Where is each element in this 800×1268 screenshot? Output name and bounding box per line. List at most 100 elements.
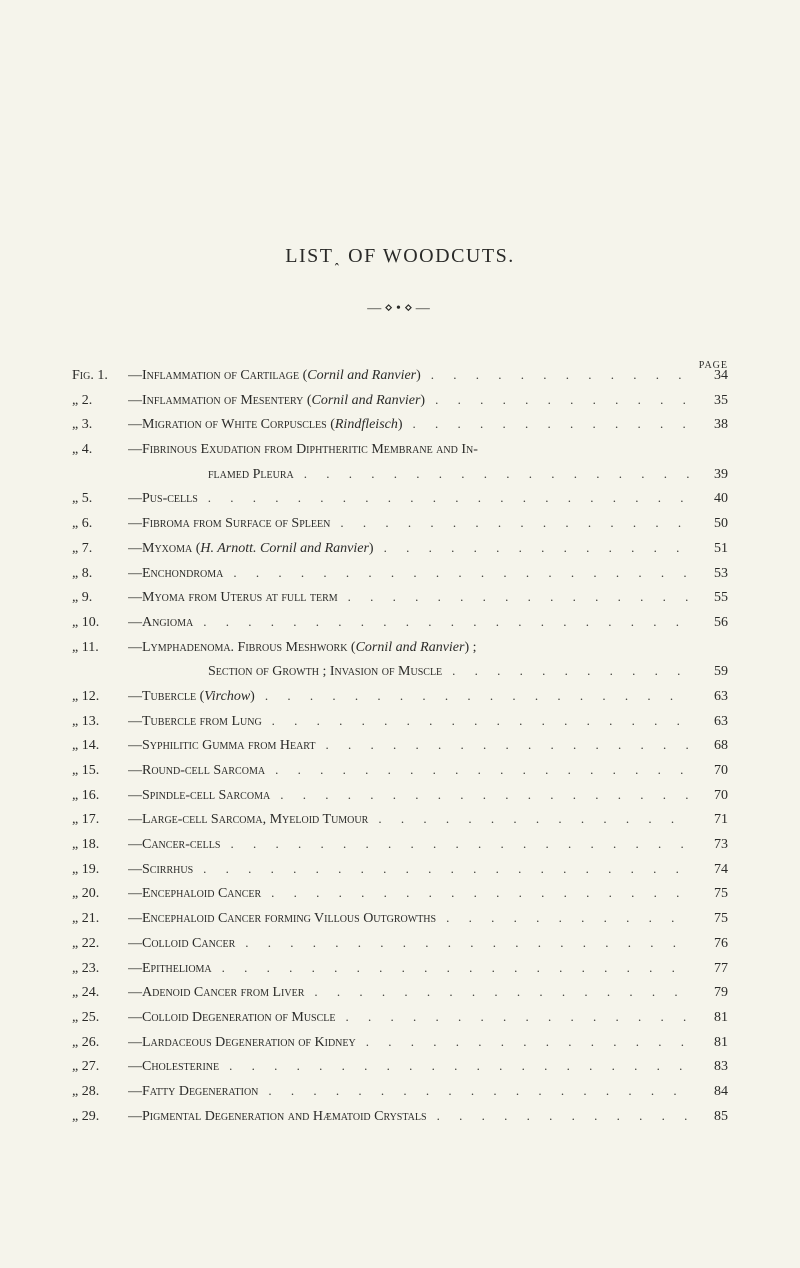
entry-page: 83: [692, 1056, 728, 1078]
entry-text: —Inflammation of Cartilage (: [128, 365, 307, 387]
entry-page: 38: [692, 414, 728, 436]
entry-page: 63: [692, 686, 728, 708]
entry-page: 71: [692, 809, 728, 831]
entry-text: —Adenoid Cancer from Liver: [128, 982, 304, 1004]
entry-page: 39: [692, 464, 728, 486]
entry-italic: Rindfleisch: [335, 414, 398, 436]
entry-text-column: —Cholesterine. . . . . . . . . . . . . .…: [128, 1056, 692, 1078]
page-column-header: PAGE: [699, 360, 728, 371]
entry-after: ) ;: [464, 637, 476, 659]
list-entry: „ 13.—Tubercle from Lung. . . . . . . . …: [72, 711, 728, 733]
list-entry: Fig. 1.—Inflammation of Cartilage (Corni…: [72, 365, 728, 387]
entry-italic: Cornil and Ranvier: [312, 390, 421, 412]
list-entry: „ 27.—Cholesterine. . . . . . . . . . . …: [72, 1056, 728, 1078]
entry-text-column: —Encephaloid Cancer. . . . . . . . . . .…: [128, 883, 692, 905]
list-entry: „ 25.—Colloid Degeneration of Muscle. . …: [72, 1007, 728, 1029]
entry-page: 63: [692, 711, 728, 733]
entry-text-column: —Scirrhus. . . . . . . . . . . . . . . .…: [128, 859, 692, 881]
entry-text-column: —Fibrinous Exudation from Diphtheritic M…: [128, 439, 692, 461]
entry-text: —Fatty Degeneration: [128, 1081, 258, 1103]
entry-label: „ 2.: [72, 390, 128, 412]
entry-text-column: flamed Pleura. . . . . . . . . . . . . .…: [128, 464, 692, 486]
entry-page: 75: [692, 883, 728, 905]
leader-dots: . . . . . . . . . . . . . . . . . . . . …: [442, 661, 692, 681]
leader-dots: . . . . . . . . . . . . . . . . . . . . …: [315, 735, 692, 755]
entry-text: —Angioma: [128, 612, 193, 634]
list-entry: „ 6.—Fibroma from Surface of Spleen. . .…: [72, 513, 728, 535]
list-entry: „ 19.—Scirrhus. . . . . . . . . . . . . …: [72, 859, 728, 881]
leader-dots: . . . . . . . . . . . . . . . . . . . . …: [374, 538, 692, 558]
entry-text: —Encephaloid Cancer: [128, 883, 261, 905]
entry-label: „ 24.: [72, 982, 128, 1004]
entry-page: 81: [692, 1032, 728, 1054]
entry-page: 70: [692, 785, 728, 807]
entry-text-column: —Myxoma (H. Arnott. Cornil and Ranvier).…: [128, 538, 692, 560]
entry-text: —Myxoma (: [128, 538, 200, 560]
entry-label: „ 11.: [72, 637, 128, 659]
list-entry: „ 29.—Pigmental Degeneration and Hæmatoi…: [72, 1106, 728, 1128]
entry-label: „ 5.: [72, 488, 128, 510]
entry-text-column: —Adenoid Cancer from Liver. . . . . . . …: [128, 982, 692, 1004]
entry-page: 77: [692, 958, 728, 980]
entry-page: 35: [692, 390, 728, 412]
entry-italic: H. Arnott. Cornil and Ranvier: [200, 538, 369, 560]
entry-text-column: —Encephaloid Cancer forming Villous Outg…: [128, 908, 692, 930]
entry-page: 56: [692, 612, 728, 634]
entry-text-column: —Cancer-cells. . . . . . . . . . . . . .…: [128, 834, 692, 856]
entry-label: „ 28.: [72, 1081, 128, 1103]
entry-text: —Round-cell Sarcoma: [128, 760, 265, 782]
leader-dots: . . . . . . . . . . . . . . . . . . . . …: [427, 1106, 692, 1126]
list-entry: „ 10.—Angioma. . . . . . . . . . . . . .…: [72, 612, 728, 634]
entry-label: „ 20.: [72, 883, 128, 905]
entry-text: —Enchondroma: [128, 563, 223, 585]
list-entry: „ 26.—Lardaceous Degeneration of Kidney.…: [72, 1032, 728, 1054]
entry-page: 76: [692, 933, 728, 955]
entry-text: —Migration of White Corpuscles (: [128, 414, 335, 436]
list-entry: „ 24.—Adenoid Cancer from Liver. . . . .…: [72, 982, 728, 1004]
entry-text: flamed Pleura: [208, 464, 294, 486]
list-entry: „ 7.—Myxoma (H. Arnott. Cornil and Ranvi…: [72, 538, 728, 560]
entry-label: „ 12.: [72, 686, 128, 708]
list-entry: flamed Pleura. . . . . . . . . . . . . .…: [72, 464, 728, 486]
entry-page: 74: [692, 859, 728, 881]
entry-text: —Myoma from Uterus at full term: [128, 587, 338, 609]
list-entry: „ 17.—Large-cell Sarcoma, Myeloid Tumour…: [72, 809, 728, 831]
entry-text: —Encephaloid Cancer forming Villous Outg…: [128, 908, 436, 930]
entry-italic: Cornil and Ranvier: [356, 637, 465, 659]
entry-label: „ 8.: [72, 563, 128, 585]
entry-page: 85: [692, 1106, 728, 1128]
entry-label: „ 10.: [72, 612, 128, 634]
entry-text: —Lymphadenoma. Fibrous Meshwork (: [128, 637, 356, 659]
list-entry: „ 21.—Encephaloid Cancer forming Villous…: [72, 908, 728, 930]
list-entry: „ 18.—Cancer-cells. . . . . . . . . . . …: [72, 834, 728, 856]
leader-dots: . . . . . . . . . . . . . . . . . . . . …: [193, 859, 692, 879]
entry-text: —Cholesterine: [128, 1056, 219, 1078]
entry-italic: Virchow: [204, 686, 250, 708]
entry-text: —Fibroma from Surface of Spleen: [128, 513, 330, 535]
leader-dots: . . . . . . . . . . . . . . . . . . . . …: [421, 365, 692, 385]
entry-text: —Epithelioma: [128, 958, 212, 980]
entry-text-column: —Fatty Degeneration. . . . . . . . . . .…: [128, 1081, 692, 1103]
leader-dots: . . . . . . . . . . . . . . . . . . . . …: [235, 933, 692, 953]
leader-dots: . . . . . . . . . . . . . . . . . . . . …: [220, 834, 692, 854]
entry-page: 84: [692, 1081, 728, 1103]
entry-text: —Colloid Cancer: [128, 933, 235, 955]
leader-dots: . . . . . . . . . . . . . . . . . . . . …: [356, 1032, 692, 1052]
entry-page: 55: [692, 587, 728, 609]
entry-label: „ 14.: [72, 735, 128, 757]
entry-text-column: —Myoma from Uterus at full term. . . . .…: [128, 587, 692, 609]
entry-page: 68: [692, 735, 728, 757]
leader-dots: . . . . . . . . . . . . . . . . . . . . …: [223, 563, 692, 583]
list-entry: „ 5.—Pus-cells. . . . . . . . . . . . . …: [72, 488, 728, 510]
entry-text: —Large-cell Sarcoma, Myeloid Tumour: [128, 809, 368, 831]
entry-text-column: —Tubercle (Virchow). . . . . . . . . . .…: [128, 686, 692, 708]
entry-text-column: —Pigmental Degeneration and Hæmatoid Cry…: [128, 1106, 692, 1128]
entry-label: „ 15.: [72, 760, 128, 782]
entry-text-column: —Inflammation of Mesentery (Cornil and R…: [128, 390, 692, 412]
list-entry: „ 14.—Syphilitic Gumma from Heart. . . .…: [72, 735, 728, 757]
entry-text-column: —Fibroma from Surface of Spleen. . . . .…: [128, 513, 692, 535]
entry-label: „ 9.: [72, 587, 128, 609]
list-entry: „ 16.—Spindle-cell Sarcoma. . . . . . . …: [72, 785, 728, 807]
list-entry: „ 28.—Fatty Degeneration. . . . . . . . …: [72, 1081, 728, 1103]
leader-dots: . . . . . . . . . . . . . . . . . . . . …: [336, 1007, 693, 1027]
